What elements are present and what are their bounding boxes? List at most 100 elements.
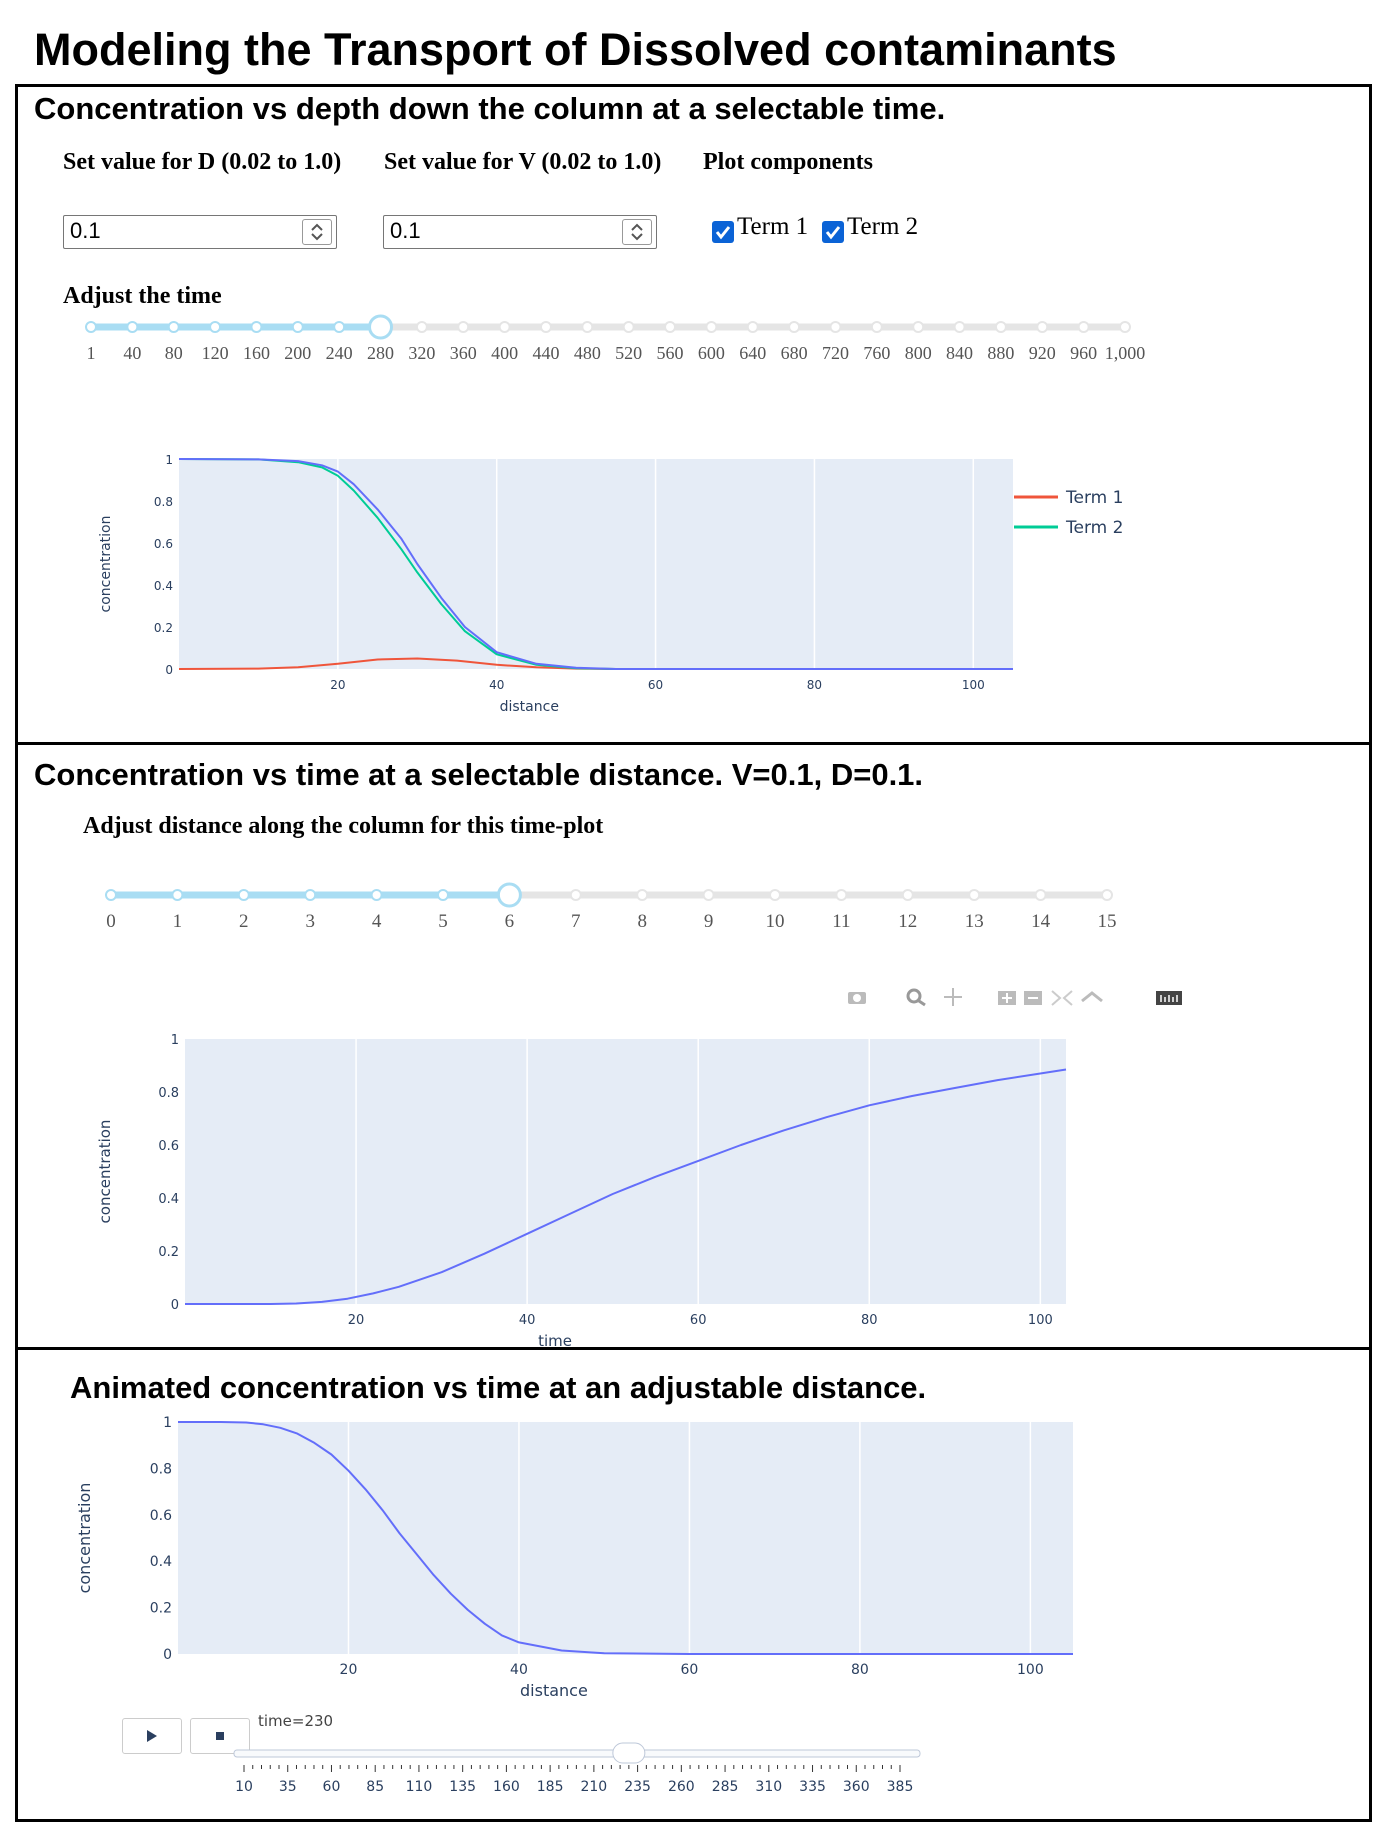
- y-tick-label: 1: [165, 453, 173, 467]
- zoom-in-icon[interactable]: [998, 991, 1016, 1005]
- y-tick-label: 0.6: [154, 537, 173, 551]
- slider-step-dot[interactable]: [994, 321, 1007, 333]
- slider-step-dot[interactable]: [953, 321, 966, 333]
- slider-step-dot[interactable]: [1036, 321, 1049, 333]
- slider-tick-label: 10: [765, 911, 785, 932]
- slider-track[interactable]: 10 35 60 85 110 135 160 185 210 235 260 285 310 335 36…: [18, 1735, 1369, 1795]
- slider-track[interactable]: [18, 875, 1369, 935]
- slider-step-dot[interactable]: [304, 889, 317, 901]
- x-tick-label: 20: [330, 678, 345, 692]
- slider-step-dot[interactable]: [581, 321, 594, 333]
- term1-checkbox[interactable]: [712, 221, 734, 243]
- x-tick-label: 20: [340, 1662, 358, 1678]
- term1-label: Term 1: [737, 213, 809, 240]
- slider-tick-label: 280: [367, 343, 395, 363]
- stop-button[interactable]: [190, 1718, 250, 1754]
- slider-step-dot[interactable]: [705, 321, 718, 333]
- slider-step-dot[interactable]: [105, 889, 117, 901]
- slider-tick-label: 10: [235, 1779, 253, 1795]
- home-icon[interactable]: [1081, 991, 1103, 1003]
- slider-tick-label: 3: [305, 911, 315, 932]
- v-spinner[interactable]: [622, 219, 652, 245]
- slider-step-dot[interactable]: [901, 889, 914, 901]
- slider-step-dot[interactable]: [250, 321, 263, 333]
- series-line: [178, 458, 1013, 670]
- x-tick-label: 80: [851, 1662, 869, 1678]
- play-button[interactable]: [122, 1718, 182, 1754]
- slider-step-dot[interactable]: [870, 321, 883, 333]
- slider-step-dot[interactable]: [1119, 321, 1131, 333]
- x-axis-label: distance: [520, 1681, 588, 1700]
- slider-step-dot[interactable]: [437, 889, 449, 901]
- slider-tick-label: 600: [697, 343, 725, 363]
- camera-icon[interactable]: [848, 992, 866, 1004]
- depth-chart: 20 40 60 80 100 0 0.2 0.4 0.6 0.8 1 distance concent…: [98, 453, 1123, 715]
- v-value-label: Set value for V (0.02 to 1.0): [384, 149, 662, 175]
- slider-step-dot[interactable]: [1077, 321, 1090, 333]
- slider-handle[interactable]: [368, 314, 394, 340]
- slider-handle[interactable]: [496, 882, 522, 908]
- slider-step-dot[interactable]: [415, 321, 428, 333]
- slider-track[interactable]: [18, 307, 1369, 367]
- term2-checkbox[interactable]: [822, 221, 844, 243]
- slider-step-dot[interactable]: [569, 889, 582, 901]
- plot-components-label: Plot components: [703, 149, 873, 175]
- x-tick-label: 40: [489, 678, 504, 692]
- slider-step-dot[interactable]: [769, 889, 781, 901]
- zoom-out-icon[interactable]: [1024, 991, 1042, 1005]
- slider-step-dot[interactable]: [622, 321, 635, 333]
- slider-step-dot[interactable]: [167, 321, 180, 333]
- time-plot-panel: Concentration vs time at a selectable di…: [15, 742, 1372, 1350]
- slider-step-dot[interactable]: [1034, 889, 1047, 901]
- slider-tick-label: 240: [325, 343, 353, 363]
- slider-step-dot[interactable]: [126, 321, 139, 333]
- slider-tick-label: 160: [493, 1779, 520, 1795]
- slider-tick-label: 110: [406, 1779, 433, 1795]
- slider-step-dot[interactable]: [457, 321, 470, 333]
- slider-step-dot[interactable]: [1101, 889, 1113, 901]
- slider-step-dot[interactable]: [702, 889, 715, 901]
- slider-step-dot[interactable]: [664, 321, 677, 333]
- animation-slider[interactable]: 10 35 60 85 110 135 160 185 210 235 260 285 310 335 36…: [18, 1735, 1369, 1795]
- pan-icon[interactable]: [944, 988, 962, 1006]
- slider-step-dot[interactable]: [746, 321, 759, 333]
- slider-step-dot[interactable]: [498, 321, 511, 333]
- time-slider[interactable]: 1 40 80 120 160 200 240 280 320 360 400 440 480 520 56…: [18, 307, 1369, 367]
- slider-tick-label: 880: [987, 343, 1015, 363]
- slider-step-dot[interactable]: [968, 889, 981, 901]
- v-value-input[interactable]: 0.1: [383, 215, 657, 249]
- slider-step-dot[interactable]: [237, 889, 250, 901]
- distance-slider[interactable]: 0 1 2 3 4 5 6 7 8 9 10 11 12 13 14 15: [18, 875, 1369, 935]
- slider-step-dot[interactable]: [85, 321, 97, 333]
- slider-step-dot[interactable]: [829, 321, 842, 333]
- slider-step-dot[interactable]: [835, 889, 848, 901]
- slider-step-dot[interactable]: [788, 321, 801, 333]
- slider-step-dot[interactable]: [291, 321, 304, 333]
- slider-tick-label: 360: [843, 1779, 870, 1795]
- zoom-icon[interactable]: [906, 988, 926, 1007]
- series-line: [185, 1068, 1067, 1305]
- slider-step-dot[interactable]: [370, 889, 383, 901]
- slider-handle[interactable]: [612, 1742, 646, 1764]
- y-tick-label: 0.4: [154, 579, 173, 593]
- x-tick-label: 80: [861, 1313, 878, 1328]
- slider-step-dot[interactable]: [333, 321, 346, 333]
- animated-chart: 20 40 60 80 100 0 0.2 0.4 0.6 0.8 1 distance concent…: [75, 1415, 1073, 1700]
- x-tick-label: 60: [648, 678, 663, 692]
- slider-tick-label: 720: [821, 343, 849, 363]
- slider-step-dot[interactable]: [636, 889, 649, 901]
- slider-tick-label: 13: [964, 911, 984, 932]
- autoscale-icon[interactable]: [1051, 990, 1073, 1006]
- plotly-logo-icon[interactable]: [1156, 991, 1182, 1005]
- d-value-input[interactable]: 0.1: [63, 215, 337, 249]
- time-chart: 20 40 60 80 100 0 0.2 0.4 0.6 0.8 1 time concentrati…: [96, 1033, 1067, 1347]
- time-label: Adjust the time: [63, 283, 222, 309]
- slider-step-dot[interactable]: [539, 321, 552, 333]
- d-spinner[interactable]: [302, 219, 332, 245]
- slider-tick-label: 310: [755, 1779, 782, 1795]
- slider-tick-label: 120: [201, 343, 229, 363]
- slider-step-dot[interactable]: [912, 321, 925, 333]
- slider-tick-label: 14: [1031, 911, 1051, 932]
- slider-step-dot[interactable]: [171, 889, 184, 901]
- slider-step-dot[interactable]: [209, 321, 222, 333]
